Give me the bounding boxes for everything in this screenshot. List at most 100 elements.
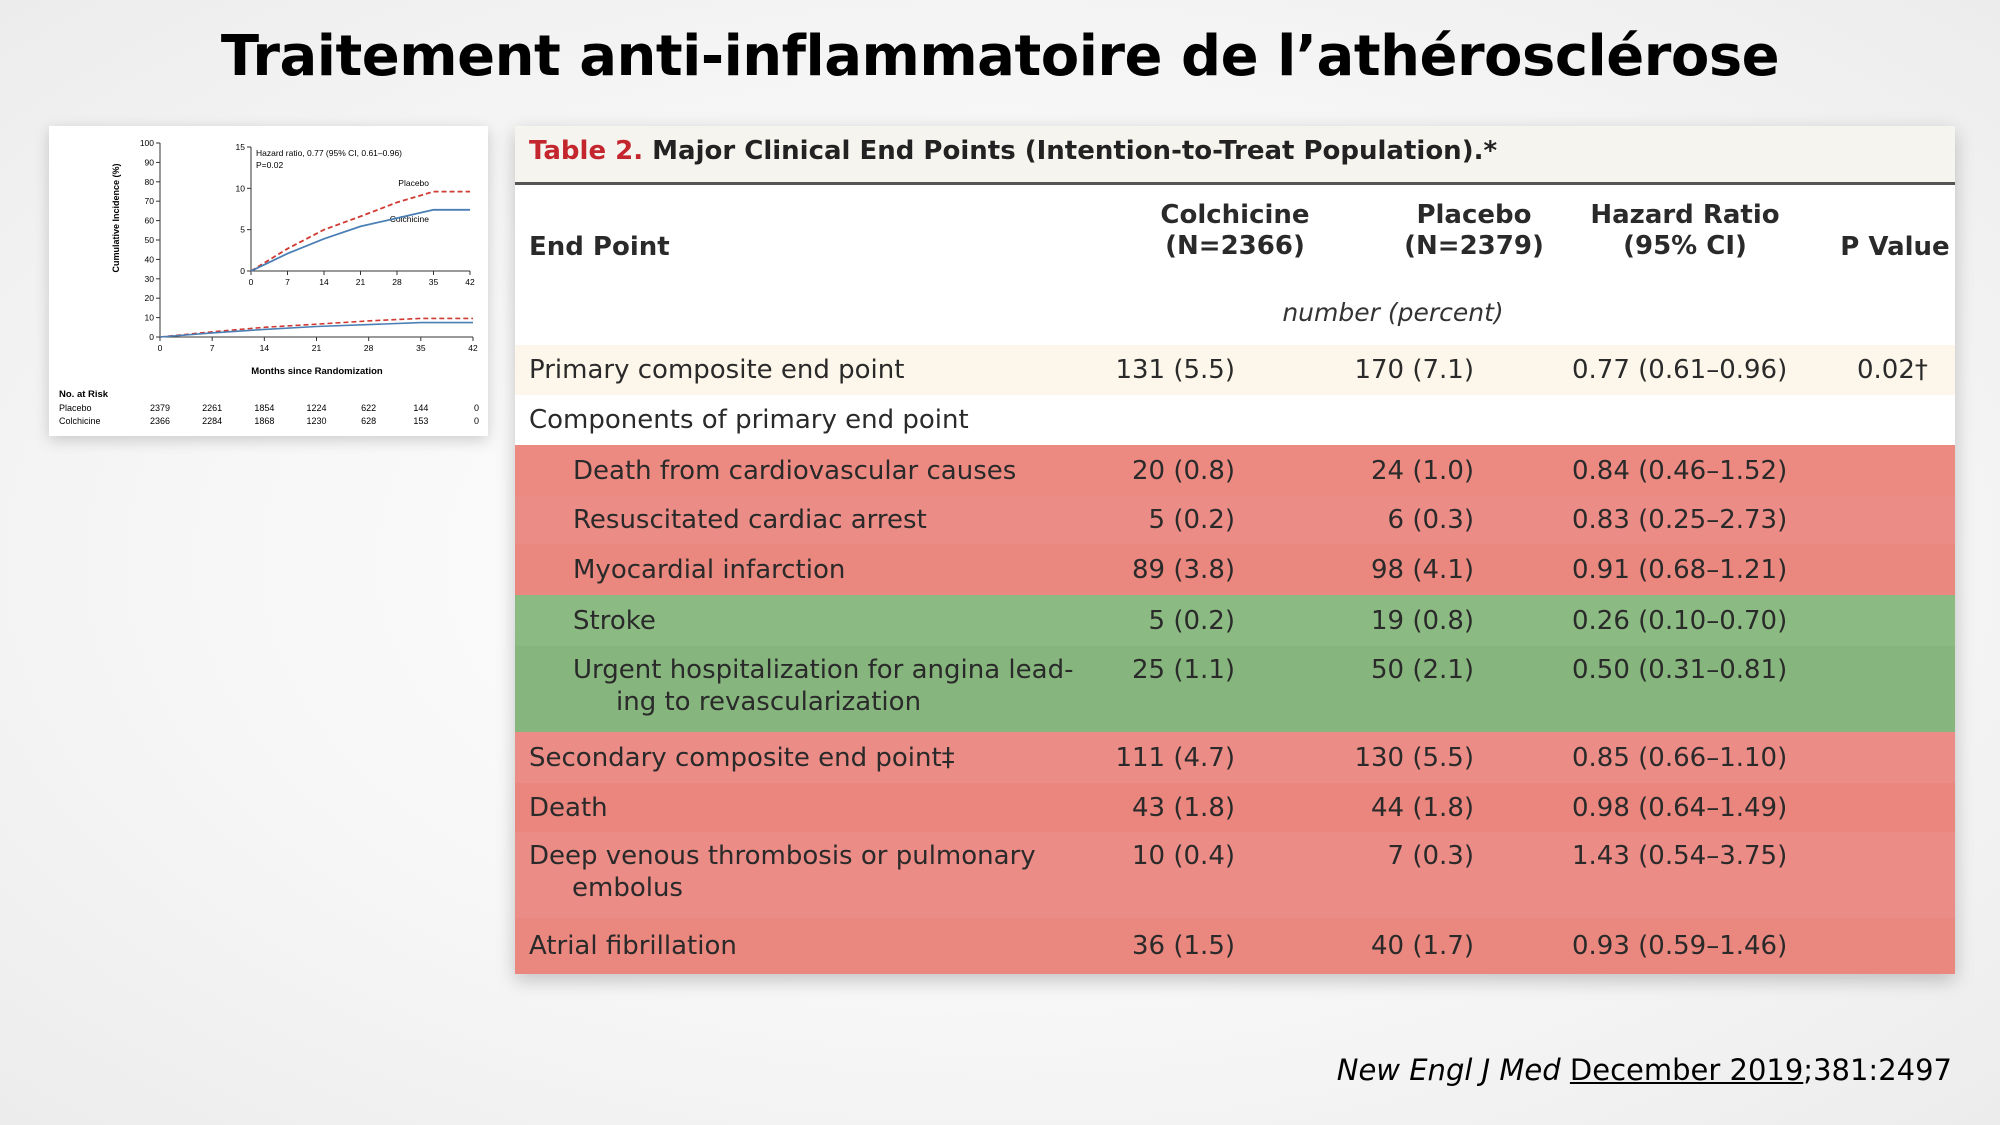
km-risk-value: 1224 — [306, 403, 326, 413]
colchicine-value: 20 (0.8) — [1132, 456, 1235, 486]
km-y-axis-label: Cumulative Incidence (%) — [111, 163, 121, 272]
km-inset-line-colchicine — [250, 208, 470, 272]
table-row: Components of primary end point — [515, 395, 1955, 447]
end-point-name: Stroke — [573, 606, 656, 636]
km-inset-x-tick-label: 42 — [465, 277, 475, 287]
placebo-value: 44 (1.8) — [1371, 793, 1474, 823]
km-inset-x-tick-label: 0 — [249, 277, 254, 287]
km-inset-x-tick-label: 35 — [429, 277, 439, 287]
end-point-name: Urgent hospitalization for angina lead-i… — [573, 655, 1074, 717]
km-y-tick-label: 40 — [145, 254, 155, 264]
km-x-tick-label: 14 — [260, 343, 270, 353]
km-y-tick-label: 10 — [145, 313, 155, 323]
km-main-line-colchicine — [159, 321, 473, 338]
km-x-tick-label: 35 — [416, 343, 426, 353]
km-x-axis-label: Months since Randomization — [251, 366, 383, 377]
p-value: 0.02† — [1857, 355, 1928, 385]
header-colchicine: Colchicine (N=2366) — [1160, 200, 1310, 261]
km-inset-y-tick-label: 10 — [236, 183, 246, 193]
end-point-name: Resuscitated cardiac arrest — [573, 505, 927, 535]
placebo-value: 19 (0.8) — [1371, 606, 1474, 636]
km-risk-value: 2379 — [150, 403, 170, 413]
end-point-name: Secondary composite end point‡ — [529, 743, 955, 773]
header-end-point: End Point — [529, 232, 670, 262]
table-caption-label: Table 2. — [529, 136, 644, 166]
km-x-tick-label: 0 — [158, 343, 163, 353]
km-risk-value: 1868 — [254, 416, 274, 426]
km-risk-placebo-label: Placebo — [59, 403, 92, 413]
km-risk-value: 153 — [413, 416, 428, 426]
end-point-name: Deep venous thrombosis or pulmonary embol… — [529, 841, 1036, 903]
citation: New Engl J Med December 2019;381:2497 — [1337, 1053, 1952, 1087]
km-y-tick-label: 60 — [145, 216, 155, 226]
end-point-name-continued: embolus — [572, 873, 683, 903]
hazard-ratio-value: 0.77 (0.61–0.96) — [1572, 355, 1788, 385]
colchicine-value: 43 (1.8) — [1132, 793, 1235, 823]
km-risk-value: 1230 — [306, 416, 326, 426]
km-chart-card: Cumulative Incidence (%) Months since Ra… — [49, 126, 488, 436]
km-inset-y-tick-label: 15 — [236, 142, 246, 152]
table-row: Resuscitated cardiac arrest 5 (0.2) 6 (0.3… — [515, 496, 1955, 544]
km-y-tick-label: 90 — [145, 157, 155, 167]
citation-ref: ;381:2497 — [1803, 1053, 1952, 1087]
citation-date-link[interactable]: December 2019 — [1569, 1053, 1804, 1087]
hazard-ratio-value: 0.84 (0.46–1.52) — [1572, 456, 1788, 486]
hazard-ratio-value: 0.85 (0.66–1.10) — [1572, 743, 1788, 773]
table-caption-text: Major Clinical End Points (Intention-to-… — [652, 136, 1498, 166]
table-row: Primary composite end point 131 (5.5) 170 … — [515, 345, 1955, 395]
km-x-tick-label: 7 — [210, 343, 215, 353]
colchicine-value: 5 (0.2) — [1148, 505, 1235, 535]
km-risk-value: 0 — [474, 403, 479, 413]
table-row: Secondary composite end point‡ 111 (4.7) 1… — [515, 732, 1955, 783]
placebo-value: 7 (0.3) — [1387, 841, 1474, 871]
km-risk-value: 0 — [474, 416, 479, 426]
km-y-tick-label: 80 — [145, 177, 155, 187]
table-row: Myocardial infarction 89 (3.8) 98 (4.1) 0.9… — [515, 544, 1955, 596]
table-row: Atrial fibrillation 36 (1.5) 40 (1.7) 0.93 … — [515, 918, 1955, 974]
km-y-tick-label: 50 — [145, 235, 155, 245]
citation-journal: New Engl J Med — [1336, 1053, 1561, 1087]
km-colchicine-label: Colchicine — [390, 214, 429, 224]
km-y-tick-label: 70 — [145, 196, 155, 206]
km-risk-value: 144 — [413, 403, 428, 413]
km-hr-text: Hazard ratio, 0.77 (95% CI, 0.61–0.96) — [256, 148, 402, 158]
colchicine-value: 25 (1.1) — [1132, 655, 1235, 685]
km-inset-x-tick-label: 14 — [319, 277, 329, 287]
km-x-tick-label: 28 — [364, 343, 374, 353]
km-risk-value: 622 — [361, 403, 376, 413]
colchicine-value: 89 (3.8) — [1132, 555, 1235, 585]
table-row: Deep venous thrombosis or pulmonary embol… — [515, 832, 1955, 918]
end-point-name: Components of primary end point — [529, 405, 969, 435]
header-placebo: Placebo (N=2379) — [1404, 200, 1544, 261]
placebo-value: 40 (1.7) — [1371, 931, 1474, 961]
endpoints-table: Table 2. Major Clinical End Points (Inte… — [515, 126, 1955, 974]
placebo-value: 50 (2.1) — [1371, 655, 1474, 685]
km-x-tick-label: 21 — [312, 343, 322, 353]
placebo-value: 6 (0.3) — [1387, 505, 1474, 535]
end-point-name: Atrial fibrillation — [529, 931, 737, 961]
units-label: number (percent) — [1282, 298, 1504, 327]
placebo-value: 24 (1.0) — [1371, 456, 1474, 486]
end-point-name: Death from cardiovascular causes — [573, 456, 1017, 486]
km-inset-y-tick-label: 5 — [240, 225, 245, 235]
header-hazard-ratio: Hazard Ratio (95% CI) — [1590, 200, 1780, 261]
slide-title: Traitement anti-inflammatoire de l’athér… — [220, 24, 1780, 89]
placebo-value: 130 (5.5) — [1354, 743, 1474, 773]
end-point-name-continued: ing to revascularization — [616, 687, 922, 717]
hazard-ratio-value: 0.91 (0.68–1.21) — [1572, 555, 1788, 585]
hazard-ratio-value: 0.26 (0.10–0.70) — [1572, 606, 1788, 636]
colchicine-value: 131 (5.5) — [1115, 355, 1235, 385]
km-inset-line-placebo — [250, 190, 470, 272]
colchicine-value: 5 (0.2) — [1148, 606, 1235, 636]
end-point-name: Myocardial infarction — [573, 555, 846, 585]
km-main-line-placebo — [159, 317, 473, 338]
colchicine-value: 111 (4.7) — [1115, 743, 1235, 773]
colchicine-value: 36 (1.5) — [1132, 931, 1235, 961]
table-row: Death 43 (1.8) 44 (1.8) 0.98 (0.64–1.49) — [515, 783, 1955, 832]
header-p-value: P Value — [1840, 232, 1950, 262]
hazard-ratio-value: 0.93 (0.59–1.46) — [1572, 931, 1788, 961]
placebo-value: 170 (7.1) — [1354, 355, 1474, 385]
km-y-tick-label: 20 — [145, 293, 155, 303]
km-inset-x-tick-label: 21 — [356, 277, 366, 287]
table-caption: Table 2. Major Clinical End Points (Inte… — [515, 126, 1955, 185]
